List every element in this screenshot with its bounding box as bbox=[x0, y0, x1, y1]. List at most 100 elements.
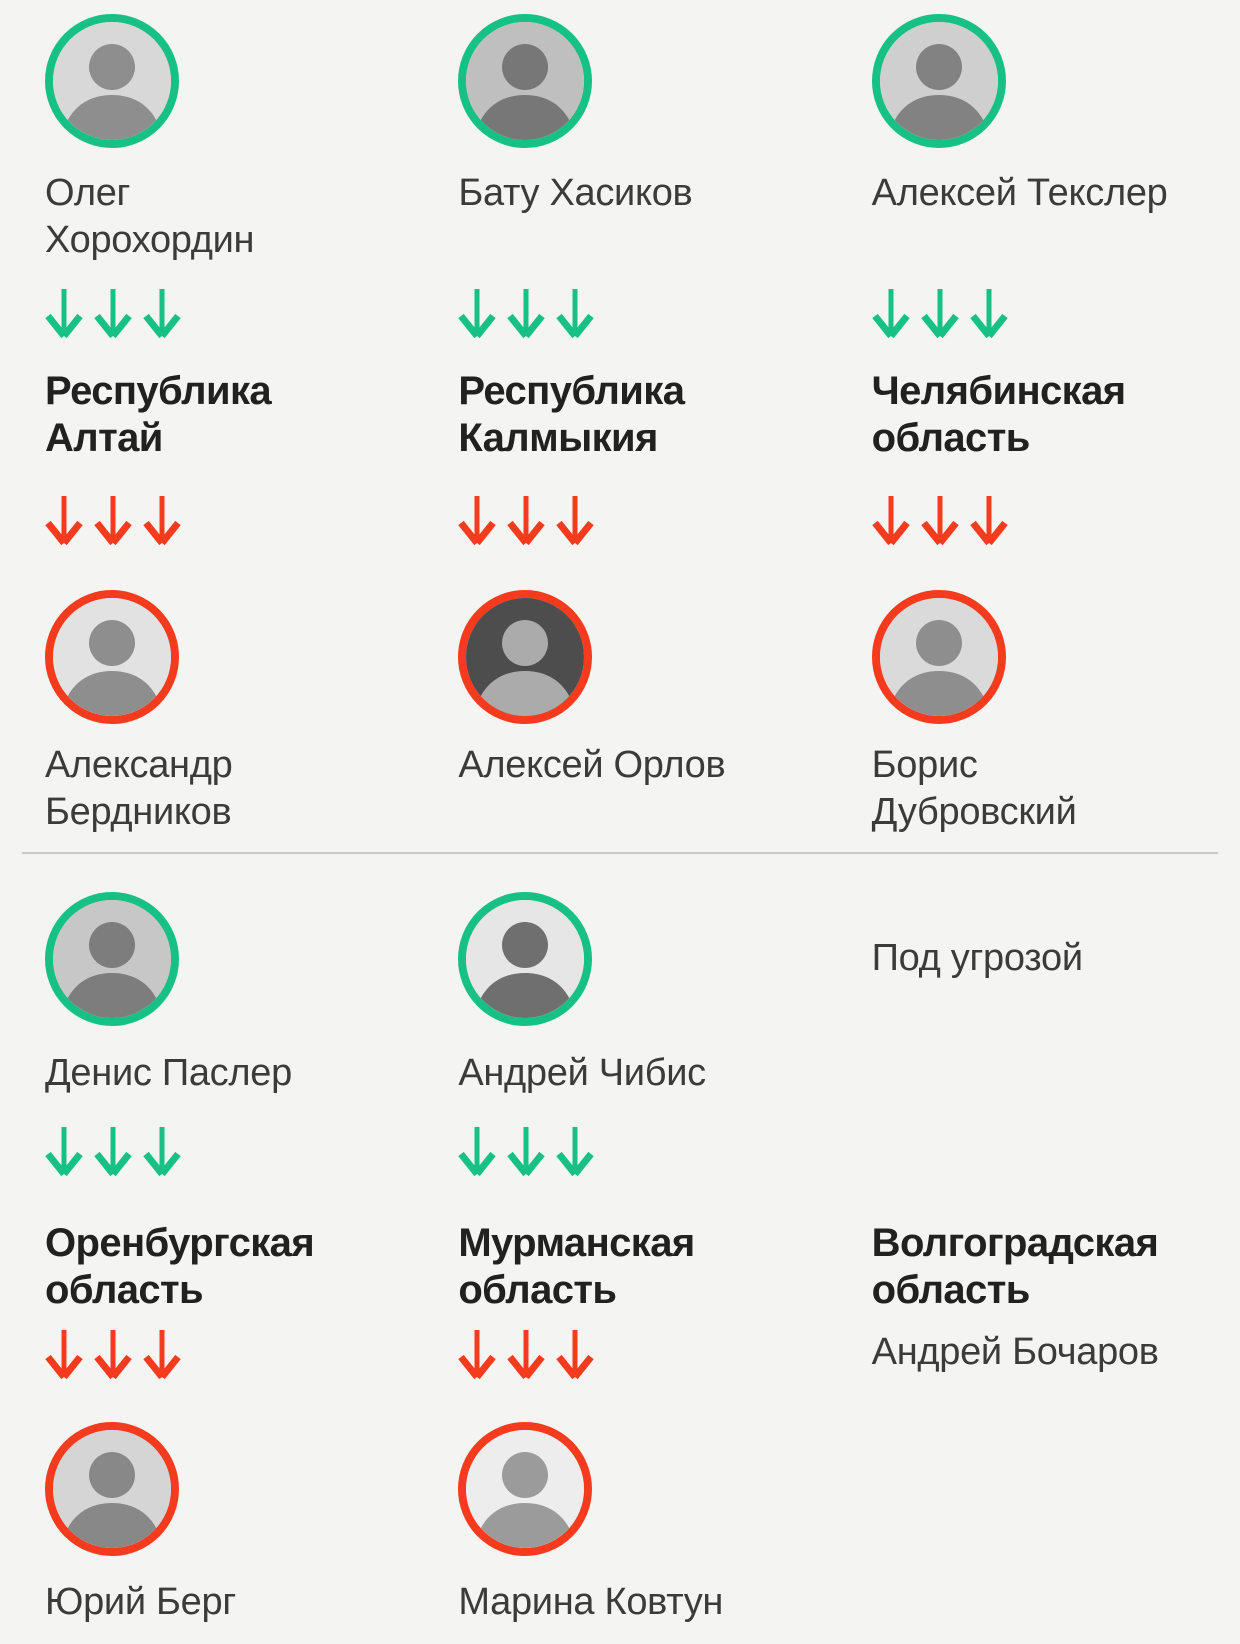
region-at-risk-card: Под угрозой Волгоградская область Андрей… bbox=[827, 854, 1240, 1639]
region-name: Челябинская область bbox=[871, 369, 1126, 460]
green-ring bbox=[45, 14, 179, 148]
governor-change-card: Бату Хасиков Республика Калмыкия Алексей… bbox=[413, 0, 826, 838]
group-row-2: Денис Паслер Оренбургская область Юрий Б… bbox=[0, 854, 1240, 1639]
down-arrow-icon bbox=[969, 496, 1008, 546]
new-governor-name: Бату Хасиков bbox=[458, 172, 693, 214]
old-governor-photo bbox=[45, 1422, 179, 1556]
red-ring bbox=[458, 590, 593, 724]
old-governor-name: Александр Бердников bbox=[45, 744, 233, 834]
down-arrow-icon bbox=[45, 1127, 83, 1177]
down-arrow-icon bbox=[458, 289, 497, 339]
down-arrows-green bbox=[458, 288, 595, 344]
down-arrows-green bbox=[45, 1126, 181, 1182]
person-portrait-placeholder bbox=[53, 1430, 171, 1548]
green-ring bbox=[45, 892, 179, 1026]
group-row-1: Олег Хорохордин Республика Алтай Алексан… bbox=[0, 0, 1240, 838]
red-ring bbox=[45, 1422, 179, 1556]
green-ring bbox=[871, 14, 1006, 148]
old-governor-name: Алексей Орлов bbox=[458, 744, 726, 786]
down-arrow-icon bbox=[45, 1330, 83, 1380]
person-portrait-placeholder bbox=[879, 598, 998, 716]
region-name: Волгоградская область bbox=[871, 1221, 1159, 1312]
down-arrow-icon bbox=[556, 1330, 595, 1380]
red-ring bbox=[458, 1422, 593, 1556]
person-portrait-placeholder bbox=[466, 1430, 585, 1548]
down-arrow-icon bbox=[45, 496, 83, 546]
new-governor-name: Олег Хорохордин bbox=[45, 172, 255, 262]
old-governor-name: Марина Ковтун bbox=[458, 1581, 724, 1623]
down-arrow-icon bbox=[507, 496, 546, 546]
governor-change-card: Денис Паслер Оренбургская область Юрий Б… bbox=[0, 854, 413, 1639]
down-arrow-icon bbox=[507, 1330, 546, 1380]
down-arrow-icon bbox=[556, 496, 595, 546]
down-arrow-icon bbox=[871, 289, 910, 339]
person-portrait-placeholder bbox=[466, 598, 585, 716]
down-arrow-icon bbox=[94, 1127, 132, 1177]
old-governor-photo bbox=[45, 590, 179, 724]
governor-change-card: Олег Хорохордин Республика Алтай Алексан… bbox=[0, 0, 413, 838]
person-portrait-placeholder bbox=[879, 22, 998, 140]
new-governor-photo bbox=[458, 892, 593, 1026]
red-ring bbox=[871, 590, 1006, 724]
down-arrows-green bbox=[458, 1126, 595, 1182]
green-ring bbox=[458, 892, 593, 1026]
new-governor-name: Андрей Чибис bbox=[458, 1052, 706, 1094]
old-governor-photo bbox=[458, 590, 593, 724]
old-governor-name: Юрий Берг bbox=[45, 1581, 236, 1623]
down-arrows-red bbox=[458, 495, 595, 551]
down-arrow-icon bbox=[143, 1127, 181, 1177]
down-arrow-icon bbox=[94, 496, 132, 546]
down-arrow-icon bbox=[143, 496, 181, 546]
person-portrait-placeholder bbox=[466, 22, 585, 140]
down-arrows-red bbox=[458, 1329, 595, 1385]
down-arrow-icon bbox=[94, 1330, 132, 1380]
down-arrow-icon bbox=[969, 289, 1008, 339]
new-governor-photo bbox=[45, 14, 179, 148]
new-governor-photo bbox=[45, 892, 179, 1026]
down-arrow-icon bbox=[45, 289, 83, 339]
section-divider bbox=[22, 852, 1218, 854]
person-portrait-placeholder bbox=[466, 900, 585, 1018]
person-portrait-placeholder bbox=[53, 900, 171, 1018]
down-arrow-icon bbox=[871, 496, 910, 546]
down-arrow-icon bbox=[920, 289, 959, 339]
new-governor-photo bbox=[458, 14, 593, 148]
down-arrows-green bbox=[45, 288, 181, 344]
governor-change-card: Алексей Текслер Челябинская область Бори… bbox=[827, 0, 1240, 838]
down-arrow-icon bbox=[556, 1127, 595, 1177]
region-name: Республика Алтай bbox=[45, 369, 272, 460]
person-portrait-placeholder bbox=[53, 22, 171, 140]
down-arrows-red bbox=[45, 1329, 181, 1385]
down-arrow-icon bbox=[507, 1127, 546, 1177]
down-arrow-icon bbox=[507, 289, 546, 339]
at-risk-label: Под угрозой bbox=[871, 937, 1083, 980]
new-governor-photo bbox=[871, 14, 1006, 148]
region-name: Мурманская область bbox=[458, 1221, 695, 1312]
down-arrow-icon bbox=[143, 1330, 181, 1380]
down-arrow-icon bbox=[458, 496, 497, 546]
governor-change-card: Андрей Чибис Мурманская область Марина К… bbox=[413, 854, 826, 1639]
old-governor-name: Борис Дубровский bbox=[871, 744, 1077, 834]
down-arrows-red bbox=[871, 495, 1008, 551]
old-governor-photo bbox=[458, 1422, 593, 1556]
down-arrow-icon bbox=[143, 289, 181, 339]
old-governor-photo bbox=[871, 590, 1006, 724]
green-ring bbox=[458, 14, 593, 148]
person-portrait-placeholder bbox=[53, 598, 171, 716]
red-ring bbox=[45, 590, 179, 724]
region-name: Оренбургская область bbox=[45, 1221, 315, 1312]
at-risk-label-slot: Под угрозой bbox=[872, 892, 1083, 1026]
new-governor-name: Алексей Текслер bbox=[871, 172, 1168, 214]
down-arrows-red bbox=[45, 495, 181, 551]
down-arrow-icon bbox=[94, 289, 132, 339]
down-arrow-icon bbox=[458, 1127, 497, 1177]
new-governor-name: Денис Паслер bbox=[45, 1052, 292, 1094]
down-arrow-icon bbox=[556, 289, 595, 339]
region-name: Республика Калмыкия bbox=[458, 369, 685, 460]
current-governor-name: Андрей Бочаров bbox=[871, 1331, 1159, 1373]
down-arrow-icon bbox=[920, 496, 959, 546]
down-arrow-icon bbox=[458, 1330, 497, 1380]
current-governor-slot: Андрей Бочаров bbox=[872, 1329, 1159, 1385]
down-arrows-green bbox=[871, 288, 1008, 344]
